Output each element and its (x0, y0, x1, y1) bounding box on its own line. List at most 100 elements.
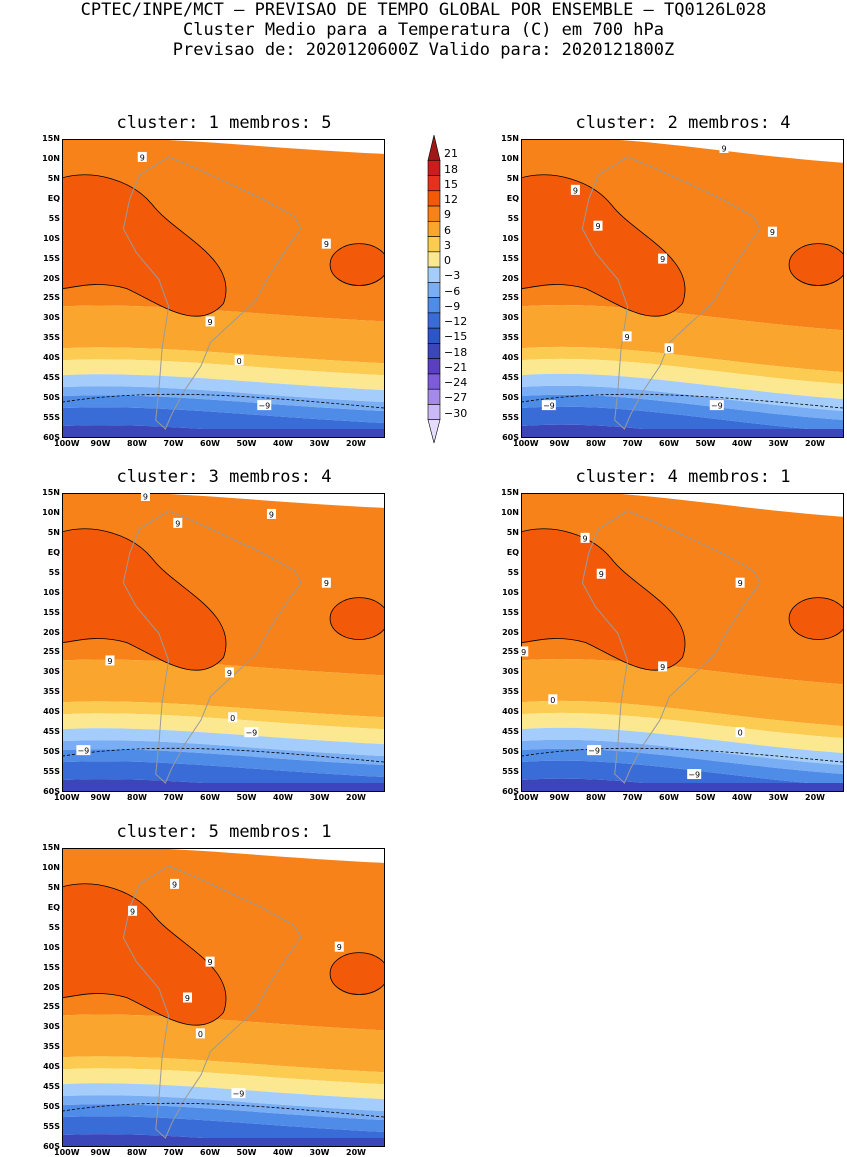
temperature-band (62, 728, 385, 757)
contour-label: 9 (622, 331, 632, 342)
longitude-tick-label: 70W (163, 439, 184, 448)
contour-label: 9 (266, 508, 276, 519)
svg-text:0: 0 (237, 357, 242, 366)
south-america-outline (122, 156, 302, 430)
longitude-tick-label: 30W (768, 793, 789, 802)
colorbar-swatch (427, 358, 441, 375)
latitude-tick-label: 10N (42, 862, 60, 872)
colorbar-label: 21 (444, 147, 458, 161)
contour-label: −9 (76, 745, 91, 756)
latitude-tick-label: 5S (48, 922, 60, 932)
latitude-tick-label: 10S (43, 233, 60, 243)
temperature-map: 9 9 9 9 9 0 0 −9 −9 (521, 493, 844, 792)
latitude-tick-label: 45S (502, 727, 519, 737)
svg-text:9: 9 (599, 570, 604, 579)
longitude-tick-label: 50W (236, 439, 257, 448)
colorbar-swatch (427, 205, 441, 222)
cluster-title: cluster: 4 membros: 1 (575, 467, 791, 487)
svg-text:9: 9 (324, 579, 329, 588)
latitude-tick-label: 55S (502, 767, 519, 777)
latitude-tick-label: 50S (43, 1102, 60, 1112)
svg-text:−9: −9 (245, 729, 257, 738)
temperature-band (62, 359, 385, 391)
longitude-tick-label: 50W (695, 793, 716, 802)
contour-label: 9 (719, 142, 729, 153)
colorbar-swatch (427, 373, 441, 390)
colorbar-label: 12 (444, 193, 458, 207)
longitude-tick-label: 30W (309, 793, 330, 802)
warm-region (329, 597, 385, 640)
longitude-tick-label: 80W (127, 1148, 147, 1157)
contour-label: −9 (687, 769, 702, 780)
latitude-tick-label: EQ (47, 547, 60, 557)
svg-text:9: 9 (143, 493, 148, 501)
contour-label: 9 (182, 992, 192, 1003)
latitude-tick-label: 5N (47, 527, 60, 537)
svg-text:9: 9 (660, 663, 665, 672)
colorbar-label: 15 (444, 177, 458, 191)
contour-label: 0 (664, 343, 674, 354)
colorbar-label: 6 (444, 223, 451, 237)
temperature-band (521, 712, 844, 754)
latitude-tick-label: 15S (43, 962, 60, 972)
latitude-tick-label: 60S (43, 1142, 60, 1151)
temperature-map: 9 9 9 0 −9 (62, 139, 385, 438)
south-america-outline (122, 865, 302, 1139)
svg-text:9: 9 (337, 943, 342, 952)
latitude-tick-label: 20S (43, 273, 60, 283)
colorbar-label: −24 (444, 376, 468, 390)
svg-text:0: 0 (230, 714, 235, 723)
svg-text:9: 9 (721, 144, 726, 153)
svg-text:9: 9 (660, 255, 665, 264)
contour-label: 9 (580, 532, 590, 543)
svg-text:9: 9 (130, 907, 135, 916)
latitude-tick-label: 5N (47, 173, 60, 183)
longitude-tick-label: 40W (273, 1148, 293, 1157)
latitude-tick-label: 10N (42, 507, 60, 517)
contour-label: 9 (205, 316, 215, 327)
svg-text:9: 9 (269, 510, 274, 519)
latitude-tick-label: 5S (48, 567, 60, 577)
latitude-tick-label: 40S (502, 353, 519, 363)
temperature-band (521, 385, 844, 421)
contour-label: −9 (257, 400, 272, 411)
longitude-tick-label: 60W (659, 793, 679, 802)
latitude-tick-label: 30S (43, 1022, 60, 1032)
latitude-tick-label: EQ (506, 193, 519, 203)
svg-text:−9: −9 (258, 402, 270, 411)
warm-region (788, 597, 844, 640)
latitude-tick-label: 10N (501, 153, 519, 163)
latitude-tick-label: 40S (43, 1062, 60, 1072)
longitude-tick-label: 80W (127, 439, 147, 448)
temperature-map: 9 9 9 9 9 9 0 −9 −9 (521, 139, 844, 438)
longitude-tick-label: 100W (513, 793, 539, 802)
contour-label: 9 (767, 226, 777, 237)
temperature-band (62, 701, 385, 730)
svg-text:9: 9 (208, 318, 213, 327)
cluster-title: cluster: 2 membros: 4 (575, 113, 791, 133)
colorbar-label: −27 (444, 391, 468, 405)
temperature-band (62, 749, 385, 778)
latitude-tick-label: 55S (43, 1122, 60, 1132)
latitude-tick-label: 25S (43, 293, 60, 303)
latitude-tick-label: 25S (502, 647, 519, 657)
svg-text:−9: −9 (543, 402, 555, 411)
latitude-tick-label: EQ (47, 902, 60, 912)
latitude-tick-label: 40S (43, 707, 60, 717)
longitude-tick-label: 80W (127, 793, 147, 802)
temperature-band (521, 394, 844, 433)
latitude-tick-label: 25S (502, 293, 519, 303)
latitude-tick-label: 40S (43, 353, 60, 363)
south-america-outline (581, 510, 761, 784)
svg-text:9: 9 (172, 880, 177, 889)
latitude-tick-label: 25S (43, 647, 60, 657)
colorbar-label: −12 (444, 315, 468, 329)
temperature-band (62, 347, 385, 376)
colorbar-label: −18 (444, 345, 468, 359)
contour-label: 9 (128, 905, 138, 916)
contour-label: 0 (735, 727, 745, 738)
figure-header: CPTEC/INPE/MCT — PREVISAO DE TEMPO GLOBA… (0, 0, 847, 60)
longitude-tick-label: 30W (768, 439, 789, 448)
colorbar-label: −30 (444, 406, 468, 420)
latitude-tick-label: 20S (43, 982, 60, 992)
